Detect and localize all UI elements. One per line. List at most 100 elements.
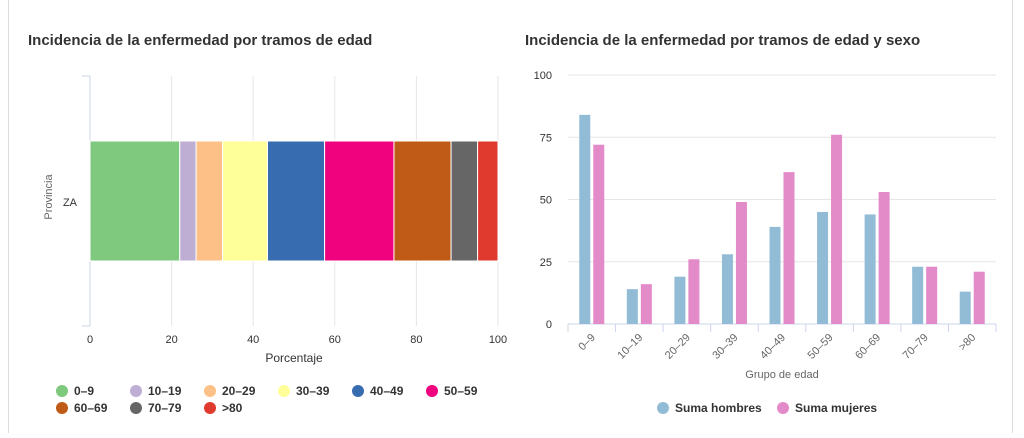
x-tick-label: 10–19	[615, 332, 645, 362]
legend-label: 30–39	[296, 384, 330, 398]
bar[interactable]	[579, 114, 591, 324]
bar[interactable]	[878, 192, 890, 324]
x-tick-label: 80	[410, 334, 422, 346]
grid-lines	[82, 75, 499, 327]
legend-item[interactable]: Suma mujeres	[777, 401, 877, 415]
legend-symbol	[352, 385, 364, 397]
panel-border-right	[1012, 0, 1013, 433]
x-tick-label: 100	[489, 334, 507, 346]
chart-title: Incidencia de la enfermedad por tramos d…	[525, 32, 920, 49]
legend-item[interactable]: 0–9	[56, 384, 94, 398]
y-tick-label: 100	[534, 70, 552, 82]
y-tick-label: 0	[546, 319, 552, 331]
legend-label: 10–19	[148, 384, 182, 398]
legend-symbol	[657, 402, 669, 414]
legend-item[interactable]: 40–49	[352, 384, 404, 398]
bar[interactable]	[640, 284, 652, 324]
bar[interactable]	[769, 226, 781, 324]
legend-label: 70–79	[148, 401, 182, 415]
x-tick-label: 70–79	[901, 332, 931, 362]
x-axis-title: Grupo de edad	[745, 369, 818, 381]
bar[interactable]	[864, 214, 876, 324]
legend-symbol	[56, 385, 68, 397]
x-axis-ticks: 0 20 40 60 80 100	[87, 334, 507, 346]
legend-label: >80	[222, 401, 243, 415]
y-tick-label: 50	[540, 195, 552, 207]
x-tick-label: >80	[957, 332, 979, 354]
x-tick-label: 60	[329, 334, 341, 346]
chart-panel-age-incidence: Incidencia de la enfermedad por tramos d…	[0, 0, 512, 433]
chart-panel-age-sex-incidence: Incidencia de la enfermedad por tramos d…	[512, 0, 1012, 433]
legend-label: 20–29	[222, 384, 256, 398]
bar[interactable]	[626, 289, 638, 324]
x-tick-label: 20–29	[663, 332, 693, 362]
legend-symbol	[426, 385, 438, 397]
chart-age-incidence: Incidencia de la enfermedad por tramos d…	[28, 32, 507, 415]
bar-segment[interactable]	[477, 140, 499, 262]
bar-segment[interactable]	[179, 140, 197, 262]
legend-item[interactable]: 20–29	[204, 384, 256, 398]
legend[interactable]: 0–9 10–19 20–29 30–39 40–49 50–59 60–69 70–79 >8…	[56, 384, 478, 415]
x-tick-label: 20	[165, 334, 177, 346]
legend-item[interactable]: 30–39	[278, 384, 330, 398]
legend-symbol	[278, 385, 290, 397]
bar-segment[interactable]	[393, 140, 452, 262]
legend-label: Suma hombres	[675, 401, 762, 415]
category-label: ZA	[63, 197, 78, 209]
legend-item[interactable]: Suma hombres	[657, 401, 762, 415]
bar[interactable]	[817, 211, 829, 324]
x-tick-label: 0–9	[576, 332, 597, 353]
bar[interactable]	[831, 134, 843, 324]
y-axis-ticks: 0 25 50 75 100	[534, 70, 552, 331]
legend-label: 0–9	[74, 384, 94, 398]
legend-item[interactable]: >80	[204, 401, 243, 415]
x-tick-label: 60–69	[853, 332, 883, 362]
bar[interactable]	[783, 172, 795, 324]
legend-symbol	[204, 385, 216, 397]
x-tick-label: 30–39	[710, 332, 740, 362]
bar[interactable]	[959, 291, 971, 324]
bar-segment[interactable]	[266, 140, 326, 262]
bar-segment[interactable]	[450, 140, 479, 262]
legend-symbol	[130, 402, 142, 414]
bar-segment[interactable]	[195, 140, 224, 262]
bar[interactable]	[688, 259, 700, 324]
legend-label: Suma mujeres	[795, 401, 877, 415]
legend-item[interactable]: 70–79	[130, 401, 182, 415]
legend-symbol	[56, 402, 68, 414]
legend-symbol	[204, 402, 216, 414]
x-tick-label: 40	[247, 334, 259, 346]
y-tick-label: 75	[540, 132, 552, 144]
legend-label: 50–59	[444, 384, 478, 398]
x-tick-label: 40–49	[758, 332, 788, 362]
x-axis-title: Porcentaje	[265, 351, 323, 365]
y-axis-title: Provincia	[43, 174, 55, 220]
x-axis-ticks: 0–9 10–19 20–29 30–39 40–49 50–59 60–69 70–79 >8…	[567, 324, 997, 362]
bar[interactable]	[721, 254, 733, 324]
bar-segment[interactable]	[89, 140, 181, 262]
panel-border-left	[8, 0, 9, 433]
bar[interactable]	[973, 271, 985, 324]
legend-item[interactable]: 10–19	[130, 384, 182, 398]
bar[interactable]	[926, 266, 938, 324]
legend-symbol	[777, 402, 789, 414]
bar-segment[interactable]	[222, 140, 268, 262]
bar-series[interactable]	[89, 140, 499, 262]
legend-label: 40–49	[370, 384, 404, 398]
legend[interactable]: Suma hombres Suma mujeres	[657, 401, 877, 415]
legend-item[interactable]: 60–69	[56, 401, 108, 415]
bar[interactable]	[735, 201, 747, 324]
bar[interactable]	[593, 144, 605, 324]
chart-age-sex-incidence: Incidencia de la enfermedad por tramos d…	[525, 32, 997, 415]
grid-lines	[568, 74, 996, 325]
legend-item[interactable]: 50–59	[426, 384, 478, 398]
y-tick-label: 25	[540, 257, 552, 269]
bar[interactable]	[912, 266, 924, 324]
x-tick-label: 0	[87, 334, 93, 346]
bar-segment[interactable]	[324, 140, 395, 262]
bar[interactable]	[674, 276, 686, 324]
bar-series[interactable]	[579, 114, 985, 324]
legend-symbol	[130, 385, 142, 397]
legend-label: 60–69	[74, 401, 108, 415]
chart-title: Incidencia de la enfermedad por tramos d…	[28, 32, 372, 49]
